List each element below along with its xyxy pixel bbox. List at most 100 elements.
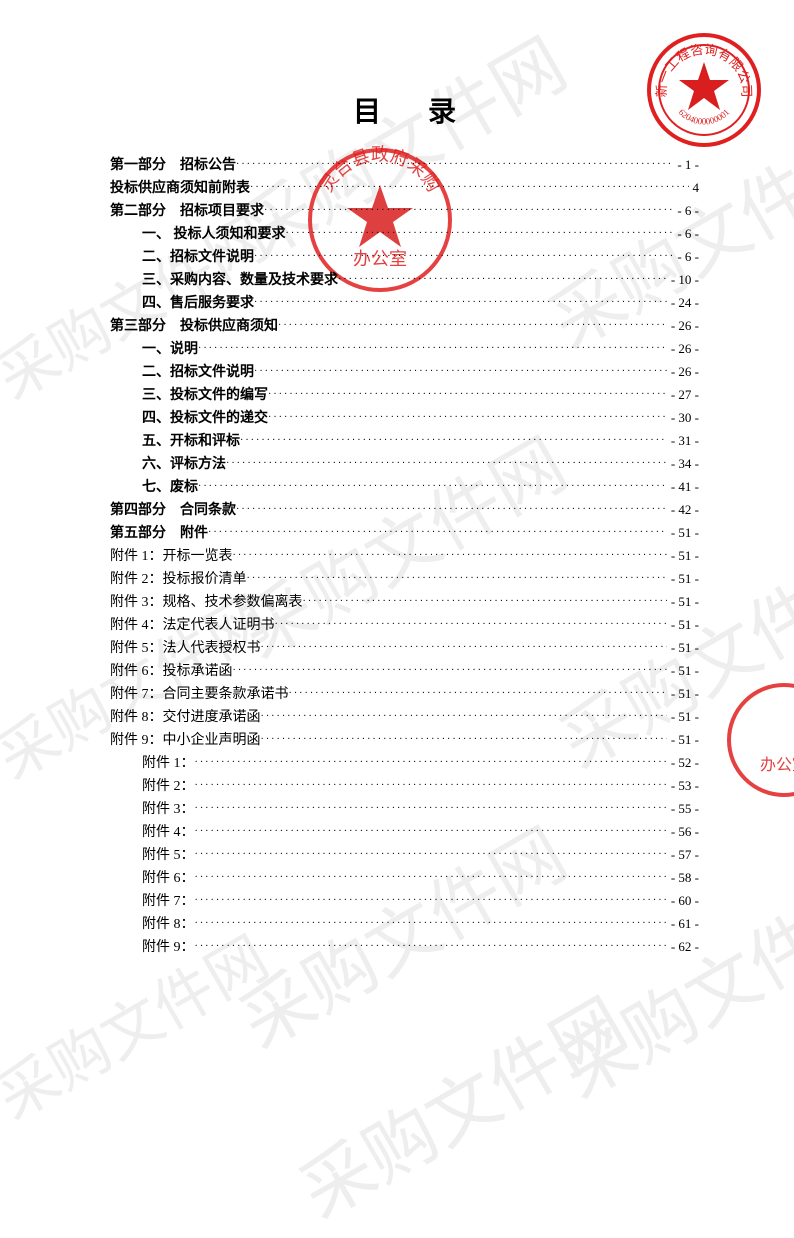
toc-entry: 七、废标 - 41 - (110, 476, 699, 499)
toc-page-number: - 41 - (667, 476, 699, 497)
toc-label: 附件 1： (142, 753, 195, 774)
toc-page-number: - 51 - (667, 660, 699, 681)
toc-label: 附件 8：交付进度承诺函 (110, 707, 261, 728)
toc-leader-dots (195, 936, 667, 957)
toc-leader-dots (240, 430, 667, 451)
toc-entry: 附件 1：开标一览表 - 51 - (110, 545, 699, 568)
toc-page-number: - 34 - (667, 453, 699, 474)
toc-leader-dots (195, 890, 667, 911)
toc-page-number: 4 (689, 177, 700, 198)
toc-label: 附件 7：合同主要条款承诺书 (110, 684, 289, 705)
toc-leader-dots (250, 177, 689, 198)
toc-page-number: - 57 - (667, 844, 699, 865)
toc-page-number: - 55 - (667, 798, 699, 819)
toc-page-number: - 6 - (673, 223, 699, 244)
toc-leader-dots (254, 292, 667, 313)
toc-label: 二、招标文件说明 (142, 362, 254, 383)
toc-leader-dots (208, 522, 667, 543)
toc-label: 五、开标和评标 (142, 431, 240, 452)
toc-entry: 附件 2：- 53 - (110, 775, 699, 798)
toc-entry: 第四部分 合同条款- 42 - (110, 499, 699, 522)
toc-page-number: - 52 - (667, 752, 699, 773)
toc-leader-dots (264, 200, 673, 221)
toc-leader-dots (275, 614, 667, 635)
toc-entry: 附件 3：规格、技术参数偏离表 - 51 - (110, 591, 699, 614)
toc-leader-dots (338, 269, 667, 290)
toc-page-number: - 6 - (673, 246, 699, 267)
toc-entry: 四、售后服务要求- 24 - (110, 292, 699, 315)
toc-label: 三、投标文件的编写 (142, 385, 268, 406)
toc-entry: 第三部分 投标供应商须知- 26 - (110, 315, 699, 338)
toc-label: 附件 3：规格、技术参数偏离表 (110, 592, 303, 613)
toc-entry: 附件 9：中小企业声明函 - 51 - (110, 729, 699, 752)
toc-entry: 附件 8：- 61 - (110, 913, 699, 936)
toc-leader-dots (254, 361, 667, 382)
toc-label: 第二部分 招标项目要求 (110, 201, 264, 222)
toc-label: 第一部分 招标公告 (110, 155, 236, 176)
toc-entry: 四、投标文件的递交- 30 - (110, 407, 699, 430)
toc-label: 四、投标文件的递交 (142, 408, 268, 429)
toc-entry: 附件 1： - 52 - (110, 752, 699, 775)
toc-entry: 五、开标和评标 - 31 - (110, 430, 699, 453)
toc-label: 附件 6： (142, 868, 195, 889)
toc-label: 附件 7： (142, 891, 195, 912)
toc-page-number: - 51 - (667, 545, 699, 566)
toc-label: 附件 1：开标一览表 (110, 546, 233, 567)
toc-leader-dots (303, 591, 667, 612)
toc-label: 七、废标 (142, 477, 198, 498)
toc-leader-dots (195, 844, 667, 865)
toc-leader-dots (198, 338, 667, 359)
toc-page-number: - 51 - (667, 614, 699, 635)
toc-leader-dots (268, 384, 667, 405)
toc-entry: 第五部分 附件- 51 - (110, 522, 699, 545)
toc-entry: 投标供应商须知前附表4 (110, 177, 699, 200)
toc-page-number: - 26 - (667, 338, 699, 359)
toc-page-number: - 51 - (667, 706, 699, 727)
toc-label: 第五部分 附件 (110, 523, 208, 544)
toc-page-number: - 31 - (667, 430, 699, 451)
toc-entry: 一、 投标人须知和要求 - 6 - (110, 223, 699, 246)
toc-entry: 附件 6：投标承诺函 - 51 - (110, 660, 699, 683)
toc-entry: 第二部分 招标项目要求 - 6 - (110, 200, 699, 223)
toc-leader-dots (286, 223, 674, 244)
page-title: 目 录 (110, 90, 699, 130)
toc-leader-dots (254, 246, 673, 267)
toc-label: 附件 9：中小企业声明函 (110, 730, 261, 751)
toc-entry: 附件 5：法人代表授权书- 51 - (110, 637, 699, 660)
watermark: 采购文件网 (278, 967, 642, 1238)
toc-entry: 附件 3：- 55 - (110, 798, 699, 821)
toc-label: 附件 5： (142, 845, 195, 866)
toc-label: 第三部分 投标供应商须知 (110, 316, 278, 337)
toc-entry: 三、采购内容、数量及技术要求- 10 - (110, 269, 699, 292)
toc-entry: 第一部分 招标公告- 1 - (110, 154, 699, 177)
toc-entry: 附件 5： - 57 - (110, 844, 699, 867)
toc-leader-dots (195, 752, 667, 773)
toc-leader-dots (195, 913, 667, 934)
toc-entry: 附件 2：投标报价清单- 51 - (110, 568, 699, 591)
toc-page-number: - 51 - (667, 591, 699, 612)
toc-page-number: - 51 - (667, 683, 699, 704)
toc-page-number: - 51 - (667, 729, 699, 750)
toc-page-number: - 51 - (667, 637, 699, 658)
toc-entry: 二、招标文件说明 - 6 - (110, 246, 699, 269)
toc-label: 一、 投标人须知和要求 (142, 224, 286, 245)
toc-label: 附件 2： (142, 776, 195, 797)
toc-entry: 二、招标文件说明 - 26 - (110, 361, 699, 384)
toc-label: 附件 6：投标承诺函 (110, 661, 233, 682)
toc-leader-dots (198, 476, 667, 497)
toc-page-number: - 27 - (667, 384, 699, 405)
toc-leader-dots (226, 453, 667, 474)
toc-label: 第四部分 合同条款 (110, 500, 236, 521)
toc-entry: 附件 4：法定代表人证明书- 51 - (110, 614, 699, 637)
toc-entry: 附件 8：交付进度承诺函 - 51 - (110, 706, 699, 729)
toc-label: 二、招标文件说明 (142, 247, 254, 268)
toc-leader-dots (233, 545, 667, 566)
toc-list: 第一部分 招标公告- 1 -投标供应商须知前附表4第二部分 招标项目要求 - 6 … (110, 154, 699, 959)
toc-page-number: - 62 - (667, 936, 699, 957)
toc-page-number: - 6 - (673, 200, 699, 221)
toc-leader-dots (195, 775, 667, 796)
toc-label: 附件 9： (142, 937, 195, 958)
toc-label: 四、售后服务要求 (142, 293, 254, 314)
toc-page-number: - 26 - (667, 361, 699, 382)
toc-leader-dots (268, 407, 667, 428)
